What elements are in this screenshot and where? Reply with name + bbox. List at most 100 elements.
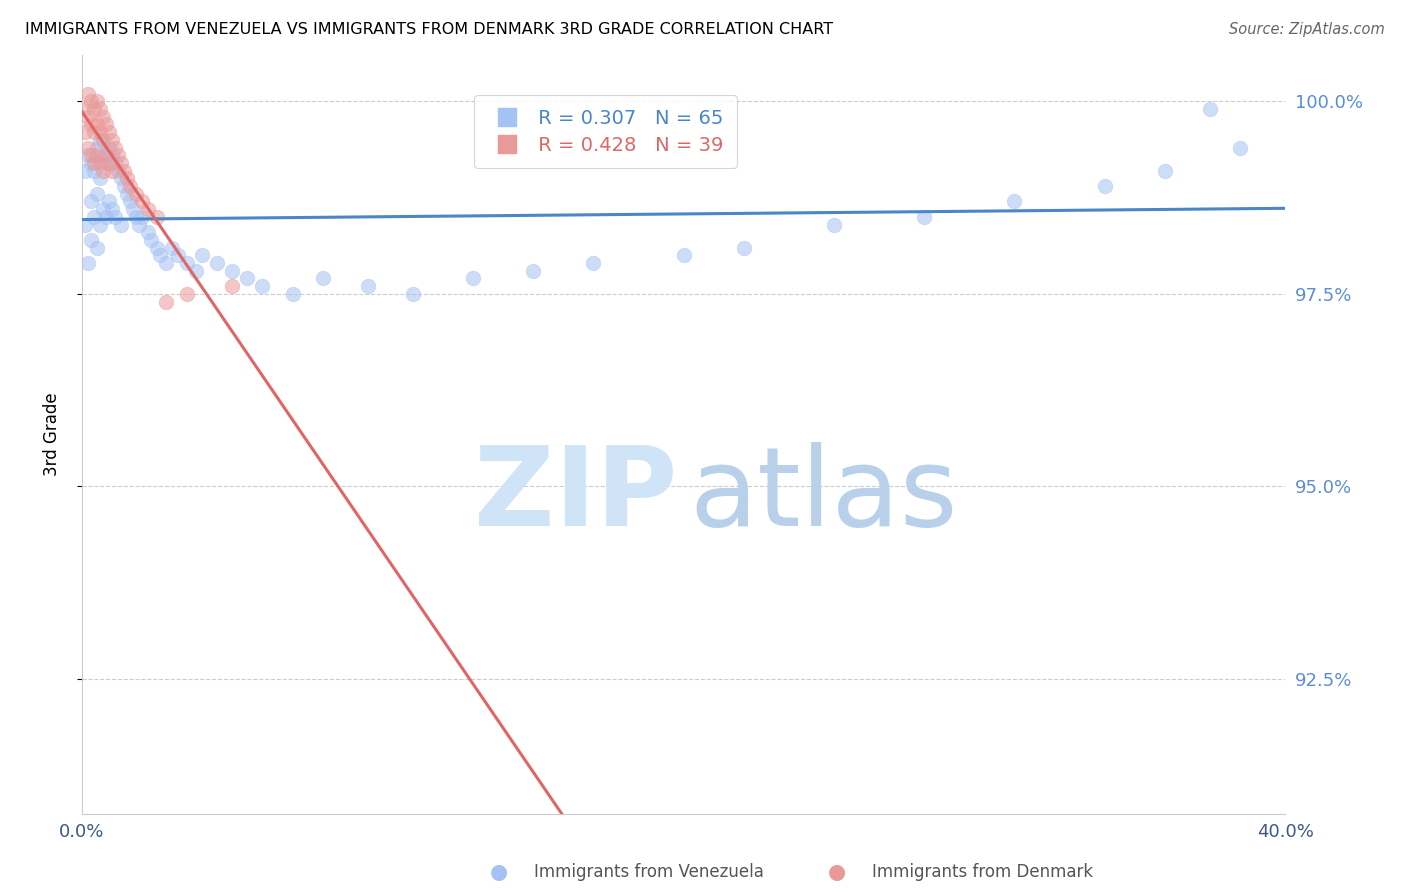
- Point: [311, 271, 333, 285]
- Point: [80, 148, 103, 162]
- Point: [221, 279, 243, 293]
- Point: [73, 218, 96, 232]
- Point: [107, 163, 129, 178]
- Point: [77, 110, 100, 124]
- Point: [80, 118, 103, 132]
- Point: [89, 125, 111, 139]
- Point: [94, 210, 117, 224]
- Point: [77, 148, 100, 162]
- Point: [176, 256, 198, 270]
- Point: [146, 210, 169, 224]
- Text: Immigrants from Denmark: Immigrants from Denmark: [872, 863, 1092, 881]
- Point: [101, 202, 124, 216]
- Point: [122, 202, 145, 216]
- Text: ZIP: ZIP: [474, 442, 678, 549]
- Legend:  R = 0.307   N = 65,  R = 0.428   N = 39: R = 0.307 N = 65, R = 0.428 N = 39: [474, 95, 737, 169]
- Y-axis label: 3rd Grade: 3rd Grade: [44, 392, 60, 476]
- Point: [221, 264, 243, 278]
- Point: [101, 148, 124, 162]
- Point: [86, 186, 108, 201]
- Point: [86, 140, 108, 154]
- Point: [110, 171, 132, 186]
- Point: [80, 156, 103, 170]
- Point: [83, 156, 105, 170]
- Point: [191, 248, 214, 262]
- Text: atlas: atlas: [689, 442, 957, 549]
- Point: [94, 156, 117, 170]
- Point: [98, 125, 121, 139]
- Point: [107, 148, 129, 162]
- Point: [155, 256, 177, 270]
- Point: [146, 241, 169, 255]
- Point: [77, 140, 100, 154]
- Point: [104, 210, 127, 224]
- Point: [89, 218, 111, 232]
- Point: [83, 125, 105, 139]
- Point: [115, 171, 138, 186]
- Point: [112, 179, 135, 194]
- Point: [104, 156, 127, 170]
- Point: [236, 271, 259, 285]
- Point: [110, 156, 132, 170]
- Point: [357, 279, 380, 293]
- Point: [252, 279, 274, 293]
- Point: [120, 194, 142, 209]
- Point: [91, 110, 114, 124]
- Point: [733, 241, 755, 255]
- Point: [136, 202, 159, 216]
- Point: [89, 156, 111, 170]
- Point: [149, 248, 172, 262]
- Point: [110, 218, 132, 232]
- Point: [823, 218, 845, 232]
- Text: ●: ●: [491, 863, 508, 882]
- Point: [80, 95, 103, 109]
- Point: [136, 225, 159, 239]
- Point: [86, 148, 108, 162]
- Point: [91, 202, 114, 216]
- Point: [1094, 179, 1116, 194]
- Point: [77, 87, 100, 101]
- Point: [94, 118, 117, 132]
- Point: [98, 194, 121, 209]
- Point: [207, 256, 229, 270]
- Point: [1153, 163, 1175, 178]
- Point: [104, 140, 127, 154]
- Point: [80, 233, 103, 247]
- Point: [160, 241, 183, 255]
- Point: [86, 118, 108, 132]
- Point: [167, 248, 190, 262]
- Point: [98, 140, 121, 154]
- Point: [101, 163, 124, 178]
- Point: [73, 102, 96, 116]
- Point: [1199, 102, 1222, 116]
- Point: [186, 264, 208, 278]
- Point: [77, 256, 100, 270]
- Text: ●: ●: [828, 863, 845, 882]
- Point: [101, 133, 124, 147]
- Point: [91, 133, 114, 147]
- Point: [128, 218, 150, 232]
- Point: [73, 125, 96, 139]
- Point: [112, 163, 135, 178]
- Point: [94, 148, 117, 162]
- Point: [1004, 194, 1026, 209]
- Point: [131, 194, 153, 209]
- Point: [83, 210, 105, 224]
- Point: [89, 133, 111, 147]
- Point: [98, 156, 121, 170]
- Point: [89, 102, 111, 116]
- Point: [582, 256, 605, 270]
- Point: [912, 210, 935, 224]
- Point: [672, 248, 695, 262]
- Point: [86, 95, 108, 109]
- Point: [522, 264, 544, 278]
- Point: [91, 148, 114, 162]
- Text: Source: ZipAtlas.com: Source: ZipAtlas.com: [1229, 22, 1385, 37]
- Point: [115, 186, 138, 201]
- Point: [155, 294, 177, 309]
- Point: [125, 186, 148, 201]
- Point: [131, 210, 153, 224]
- Point: [402, 286, 425, 301]
- Point: [83, 102, 105, 116]
- Point: [91, 163, 114, 178]
